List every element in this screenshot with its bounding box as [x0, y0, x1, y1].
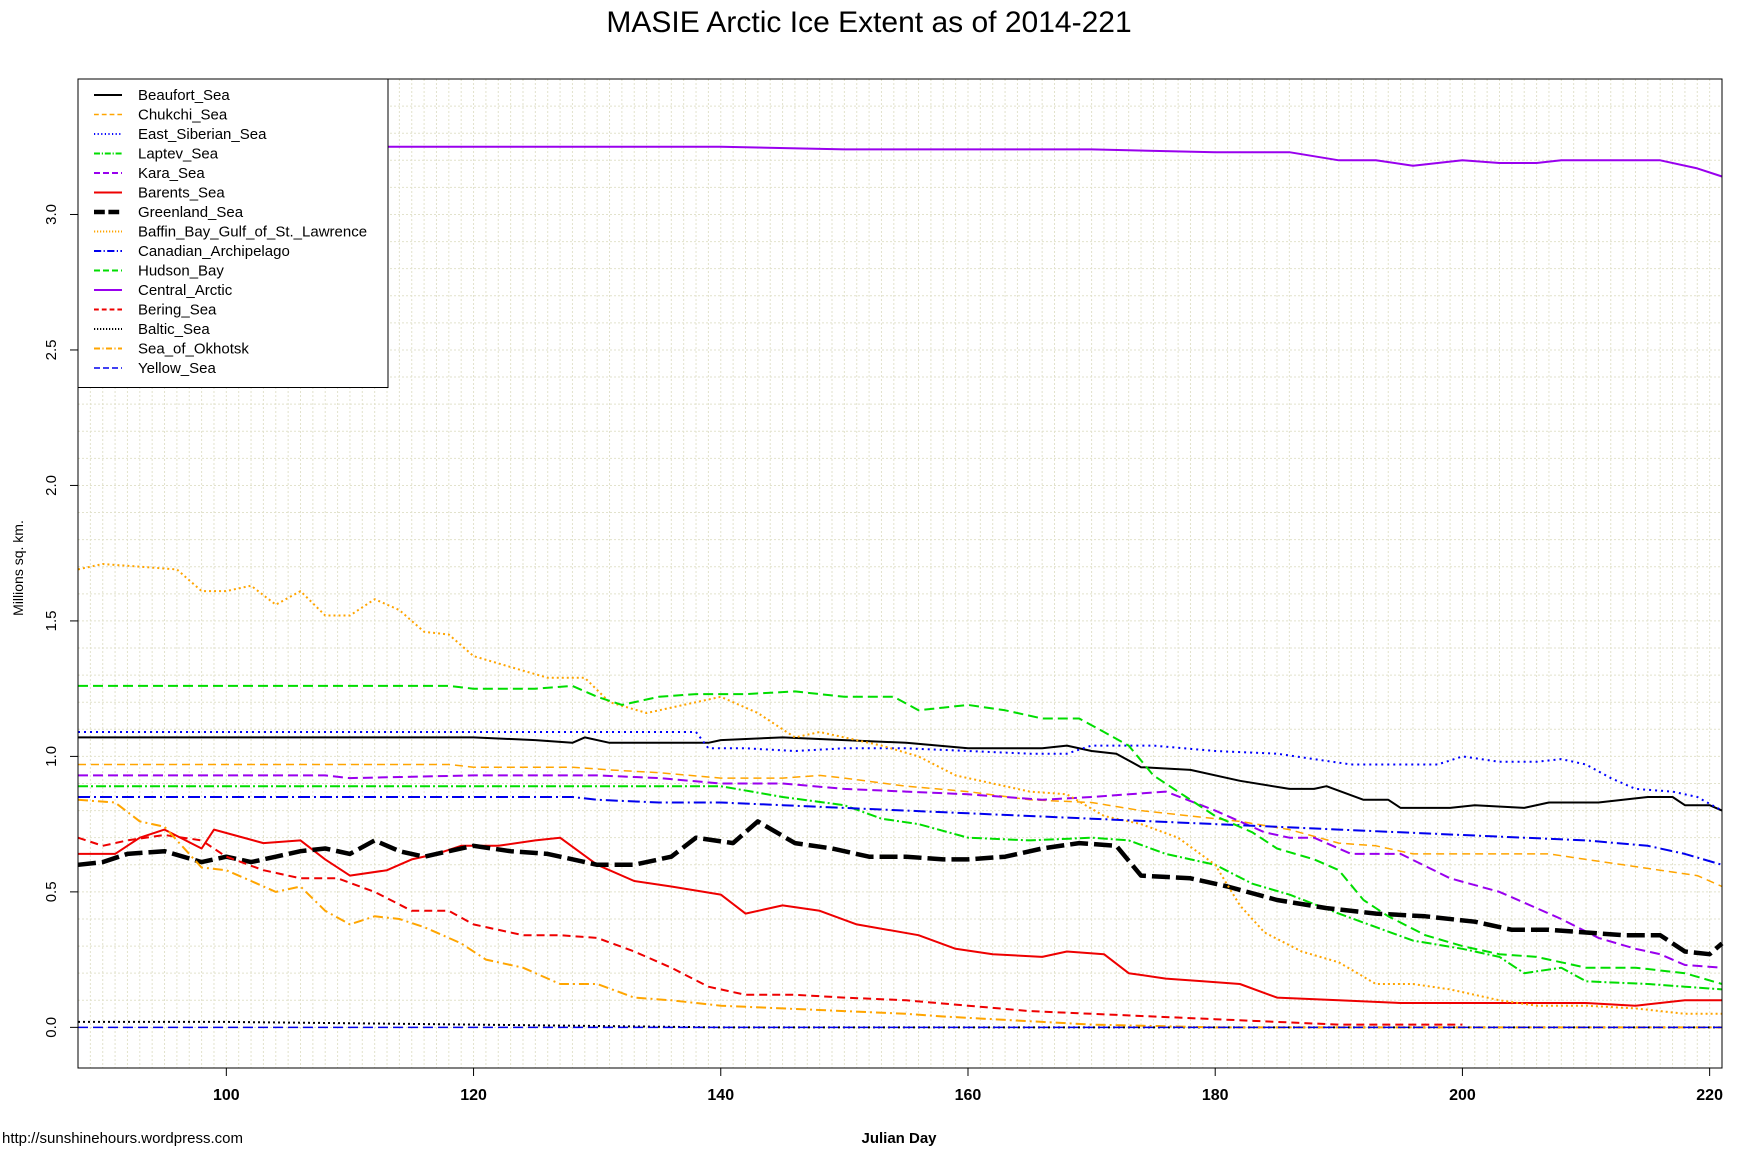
- y-tick-label: 2.0: [43, 475, 60, 496]
- series-line-kara-sea: [78, 774, 1723, 969]
- y-tick-label: 3.0: [43, 204, 60, 225]
- legend-label: Sea_of_Okhotsk: [138, 341, 249, 358]
- series-line-chukchi-sea: [78, 763, 1723, 888]
- x-tick-label: 120: [460, 1087, 487, 1104]
- series-line-barents-sea: [78, 828, 1722, 1007]
- x-tick-label: 220: [1696, 1087, 1723, 1104]
- y-tick-label: 0.0: [43, 1017, 60, 1038]
- legend-label: Central_Arctic: [138, 282, 233, 299]
- chart-title: MASIE Arctic Ice Extent as of 2014-221: [606, 6, 1132, 39]
- series-line-baffin-bay-gulf-of-st-lawrence: [77, 563, 1722, 1015]
- legend-box: [77, 78, 389, 388]
- legend-label: Greenland_Sea: [138, 204, 244, 221]
- legend-label: Kara_Sea: [138, 165, 205, 182]
- legend-label: Baffin_Bay_Gulf_of_St._Lawrence: [138, 224, 367, 241]
- series-line-hudson-bay: [78, 684, 1723, 985]
- x-tick-label: 100: [213, 1087, 240, 1104]
- legend: Beaufort_Sea Chukchi_Sea East_Siberian_Sea…: [77, 78, 389, 388]
- x-axis-label: Julian Day: [861, 1130, 937, 1147]
- y-tick-label: 2.5: [43, 340, 60, 361]
- series-line-baltic-sea: [78, 1020, 1722, 1029]
- x-tick-label: 180: [1202, 1087, 1229, 1104]
- legend-label: Hudson_Bay: [138, 263, 224, 280]
- series-line-beaufort-sea: [78, 736, 1723, 812]
- series-line-canadian-archipelago: [78, 796, 1723, 866]
- legend-label: Chukchi_Sea: [138, 107, 228, 124]
- legend-label: Bering_Sea: [138, 302, 217, 319]
- plot-frame: [77, 78, 1723, 1069]
- series-line-east-siberian-sea: [78, 731, 1723, 812]
- legend-label: Canadian_Archipelago: [138, 243, 290, 260]
- legend-label: Barents_Sea: [138, 185, 225, 202]
- legend-label: East_Siberian_Sea: [138, 126, 267, 143]
- legend-label: Baltic_Sea: [138, 321, 210, 338]
- legend-label: Beaufort_Sea: [138, 87, 230, 104]
- y-tick-label: 0.5: [43, 881, 60, 902]
- series-line-sea-of-okhotsk: [77, 798, 1722, 1029]
- y-tick-label: 1.5: [43, 610, 60, 631]
- source-url: http://sunshinehours.wordpress.com: [2, 1130, 243, 1147]
- series-line-greenland-sea: [77, 819, 1724, 957]
- axes: 100 120 140 160 180 200 220 0.0 0.5 1.0 1.5 2.0 2.5 3…: [43, 78, 1723, 1104]
- x-tick-label: 140: [707, 1087, 734, 1104]
- series-lines: [77, 145, 1724, 1029]
- series-line-laptev-sea: [78, 785, 1723, 991]
- y-tick-label: 1.0: [43, 746, 60, 767]
- legend-label: Laptev_Sea: [138, 146, 219, 163]
- legend-label: Yellow_Sea: [138, 360, 216, 377]
- x-tick-label: 160: [955, 1087, 982, 1104]
- x-tick-label: 200: [1449, 1087, 1476, 1104]
